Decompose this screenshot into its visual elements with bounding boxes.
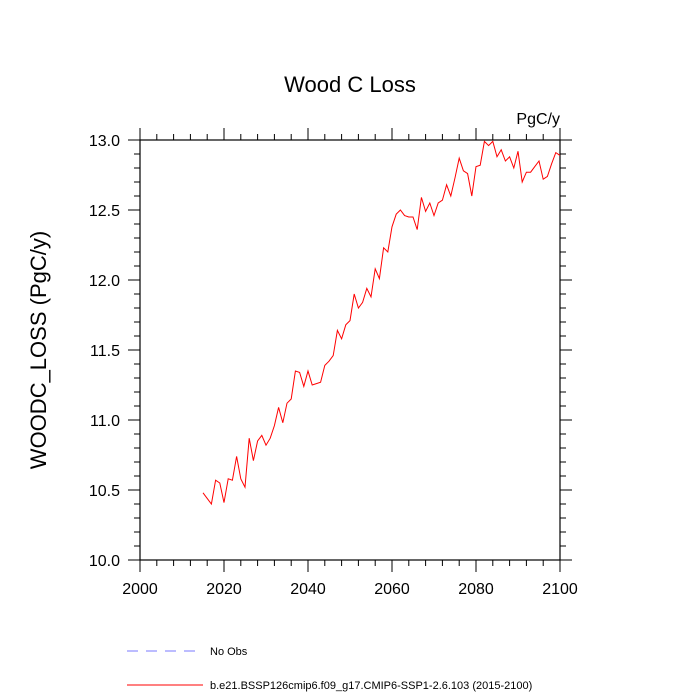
x-tick-label: 2000: [122, 581, 158, 598]
legend-label-model: b.e21.BSSP126cmip6.f09_g17.CMIP6-SSP1-2.…: [210, 680, 532, 692]
series-line-0: [202, 140, 561, 506]
axis-ticks: [128, 128, 572, 572]
units-label: PgC/y: [516, 111, 560, 128]
x-tick-label: 2040: [290, 581, 326, 598]
plot-frame: [139, 139, 561, 561]
x-tick-label: 2100: [542, 581, 578, 598]
legend: No Obs b.e21.BSSP126cmip6.f09_g17.CMIP6-…: [127, 646, 532, 692]
y-tick-label: 13.0: [89, 133, 120, 150]
x-tick-label: 2060: [374, 581, 410, 598]
y-tick-label: 11.0: [90, 413, 120, 430]
y-tick-label: 12.5: [89, 203, 120, 220]
x-tick-labels: 2000 2020 2040 2060 2080 2100: [122, 581, 578, 598]
y-axis-label: WOODC_LOSS (PgC/y): [26, 231, 51, 469]
y-tick-label: 10.5: [89, 483, 120, 500]
x-tick-label: 2020: [206, 581, 242, 598]
y-tick-labels: 10.0 10.5 11.0 11.5 12.0 12.5 13.0: [89, 133, 120, 570]
series-lines: [202, 140, 561, 506]
x-tick-label: 2080: [458, 581, 494, 598]
y-tick-label: 11.5: [90, 343, 120, 360]
chart-title: Wood C Loss: [284, 72, 416, 97]
legend-label-no-obs: No Obs: [210, 646, 248, 658]
y-tick-label: 12.0: [89, 273, 120, 290]
y-tick-label: 10.0: [89, 553, 120, 570]
